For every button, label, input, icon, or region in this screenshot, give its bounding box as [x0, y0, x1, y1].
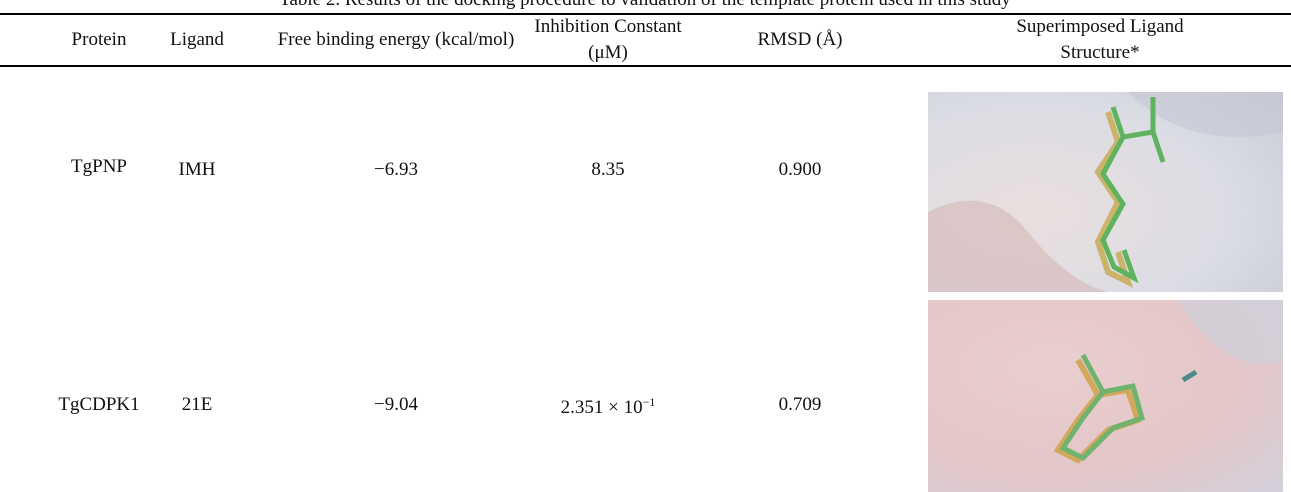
page: Table 2. Results of the docking procedur… — [0, 0, 1291, 492]
header-cell: Protein — [72, 27, 127, 53]
header-cell: Inhibition Constant (μM) — [528, 14, 688, 66]
cell: 0.709 — [779, 392, 822, 418]
cell: 8.35 — [591, 157, 624, 183]
cell: TgPNP — [71, 154, 127, 180]
cell-text: 8.35 — [591, 159, 624, 180]
cell: 21E — [182, 392, 213, 418]
ligand-image — [928, 300, 1283, 492]
cell: 0.900 — [779, 157, 822, 183]
header-cell: Free binding energy (kcal/mol) — [276, 27, 516, 53]
caption: Table 2. Results of the docking procedur… — [279, 0, 1011, 13]
cell: −6.93 — [374, 157, 418, 183]
cell: 2.351 × 10−1 — [561, 389, 656, 421]
cell: TgCDPK1 — [58, 392, 139, 418]
header-cell: Ligand — [170, 27, 224, 53]
header-cell: Superimposed Ligand Structure* — [990, 14, 1210, 66]
cell: IMH — [179, 157, 216, 183]
cell: −9.04 — [374, 392, 418, 418]
header-cell: RMSD (Å) — [758, 27, 843, 53]
superscript: −1 — [643, 395, 656, 409]
header-rule — [0, 65, 1291, 67]
ligand-image — [928, 92, 1283, 292]
cell-text: 2.351 × 10 — [561, 397, 643, 418]
